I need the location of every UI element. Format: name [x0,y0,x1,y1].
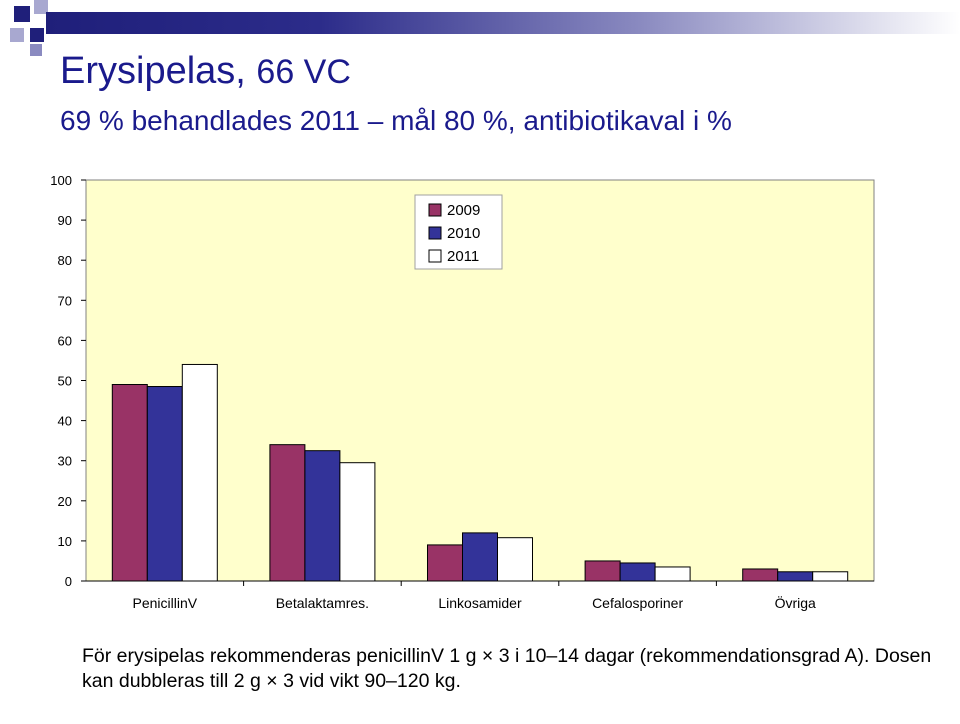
x-tick-label: Övriga [775,594,816,611]
x-tick-label: Linkosamider [438,595,522,611]
bar-2010 [619,562,656,582]
y-tick-label: 40 [58,414,72,429]
legend-swatch-2009 [428,203,442,217]
header-gradient-bar [46,12,960,34]
deco-square [14,6,30,22]
bar-2010 [146,386,183,582]
y-tick-label: 30 [58,454,72,469]
y-tick-label: 0 [65,574,72,589]
y-tick-label: 70 [58,293,72,308]
bar-2011 [654,566,691,582]
bar-2010 [777,571,814,582]
legend-label: 2009 [447,202,480,219]
bar-2010 [304,450,341,582]
page-title: Erysipelas, 66 VC [60,48,351,95]
deco-square [30,44,42,56]
y-tick-label: 80 [58,253,72,268]
y-tick-label: 50 [58,374,72,389]
x-tick-label: PenicillinV [133,595,198,611]
legend-label: 2011 [447,248,479,265]
deco-square [10,28,24,42]
title-main: Erysipelas, [60,50,246,92]
legend-label: 2010 [447,225,480,242]
bar-2011 [497,537,533,582]
y-tick-label: 90 [58,213,72,228]
x-tick-label: Betalaktamres. [276,595,369,611]
bar-chart: 0 10 20 30 40 50 60 70 80 90 100 PenicillinV Betalak… [50,173,875,611]
bar-2009 [584,560,621,582]
title-suffix: 66 VC [256,53,351,91]
y-tick-label: 20 [58,494,72,509]
bar-2011 [339,462,376,582]
bar-2009 [742,568,779,582]
deco-square [34,0,48,14]
deco-square [30,28,44,42]
bar-2009 [269,444,306,582]
footer-note: För erysipelas rekommenderas penicillinV… [82,645,932,692]
bar-2011 [812,571,849,582]
y-tick-label: 60 [58,333,72,348]
page-subtitle: 69 % behandlades 2011 – mål 80 %, antibi… [60,105,732,136]
legend-swatch-2011 [428,249,442,263]
bar-2009 [427,544,463,582]
y-tick-label: 10 [58,534,72,549]
legend-swatch-2010 [428,226,442,240]
bar-2009 [111,384,148,582]
y-tick-label: 100 [50,173,72,188]
x-tick-label: Cefalosporiner [592,595,683,611]
bar-2011 [181,363,218,582]
bar-2010 [462,532,498,582]
